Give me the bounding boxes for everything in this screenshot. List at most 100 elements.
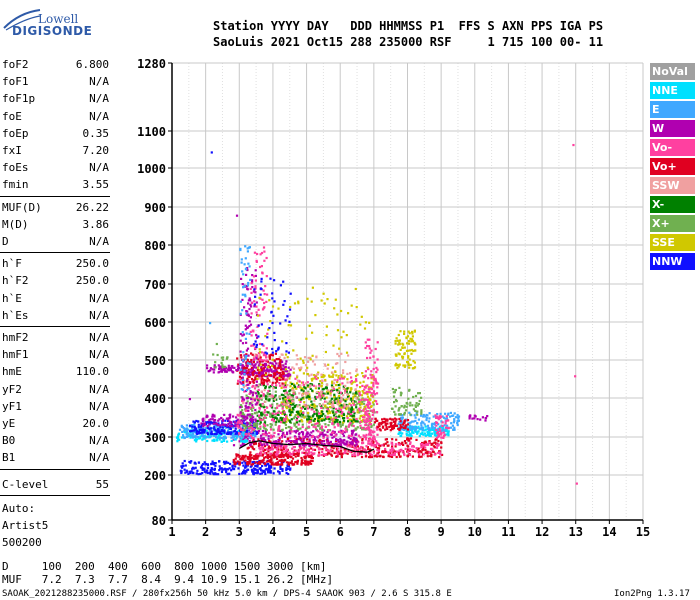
echo-point (247, 462, 250, 465)
echo-point (340, 397, 343, 400)
echo-point (291, 447, 294, 450)
x-tick-label: 13 (568, 525, 582, 539)
echo-point (439, 453, 442, 456)
echo-point (316, 377, 319, 380)
echo-point (245, 310, 248, 313)
echo-point (283, 356, 286, 359)
echo-point (410, 348, 414, 352)
echo-point (338, 414, 341, 417)
echo-point (284, 365, 287, 368)
echo-point (242, 440, 246, 443)
echo-point (363, 327, 367, 330)
echo-point (412, 349, 415, 353)
echo-point (238, 455, 241, 458)
echo-point (405, 336, 408, 339)
echo-point (251, 353, 254, 356)
echo-point (374, 347, 377, 351)
echo-point (262, 423, 265, 426)
echo-point (278, 376, 281, 380)
echo-point (340, 412, 343, 415)
echo-point (370, 394, 373, 397)
echo-point (298, 420, 301, 423)
echo-point (284, 392, 287, 395)
echo-point-outlier (575, 482, 578, 485)
echo-point (304, 462, 308, 465)
echo-point (333, 426, 336, 429)
echo-point (248, 297, 251, 300)
echo-point (246, 434, 249, 437)
echo-point (244, 357, 247, 361)
echo-point (268, 399, 271, 402)
echo-point (248, 381, 252, 385)
echo-point (226, 424, 229, 427)
echo-point (308, 421, 311, 424)
echo-point (290, 394, 293, 397)
echo-point (267, 447, 270, 450)
echo-point (345, 415, 349, 418)
echo-point (286, 384, 289, 387)
echo-point (370, 376, 373, 379)
echo-point (289, 453, 292, 456)
echo-point (348, 434, 351, 437)
echo-point (430, 428, 433, 431)
echo-point (364, 427, 367, 430)
echo-point (281, 405, 284, 408)
echo-point (212, 371, 215, 374)
echo-point (302, 413, 305, 416)
echo-point (259, 441, 262, 444)
echo-point (373, 430, 376, 433)
echo-point (306, 297, 309, 300)
echo-point (252, 364, 255, 367)
echo-point (283, 448, 286, 451)
legend-item-vo: Vo- (650, 139, 695, 156)
echo-point (319, 431, 322, 434)
echo-point (329, 399, 333, 402)
echo-point (406, 437, 409, 440)
echo-point (411, 330, 414, 333)
echo-point (264, 373, 268, 376)
echo-point (236, 432, 239, 435)
echo-point (246, 455, 250, 459)
x-tick-label: 4 (269, 525, 276, 539)
echo-point (241, 342, 245, 345)
echo-point (329, 440, 332, 443)
echo-point (237, 366, 240, 369)
echo-point (213, 432, 216, 436)
echo-point (289, 467, 292, 470)
echo-point (214, 428, 217, 431)
echo-point (256, 314, 259, 317)
echo-point (257, 358, 260, 361)
echo-point (314, 397, 317, 400)
echo-point (433, 423, 436, 426)
legend-item-e: E (650, 101, 695, 118)
echo-point (189, 461, 192, 464)
echo-point (402, 364, 405, 367)
echo-point (201, 468, 204, 471)
echo-point (255, 305, 258, 308)
echo-point (395, 455, 398, 459)
echo-point (389, 450, 392, 453)
echo-point (346, 440, 349, 443)
echo-point (288, 410, 291, 413)
echo-point (407, 437, 410, 440)
echo-point (268, 455, 272, 458)
echo-point (317, 416, 320, 420)
echo-point (424, 449, 427, 452)
echo-point (305, 337, 308, 340)
echo-point (269, 446, 272, 450)
echo-point (413, 366, 417, 369)
echo-point (342, 330, 345, 333)
echo-point (241, 331, 244, 334)
echo-point (251, 368, 254, 371)
echo-point (394, 422, 397, 425)
echo-point (209, 470, 212, 473)
echo-point (367, 406, 370, 409)
echo-point (338, 415, 341, 418)
echo-point (249, 364, 252, 367)
echo-point (302, 397, 305, 400)
echo-point (418, 453, 421, 456)
echo-point (193, 435, 196, 438)
echo-point (397, 333, 400, 337)
echo-point (260, 390, 263, 393)
echo-point (288, 377, 291, 380)
